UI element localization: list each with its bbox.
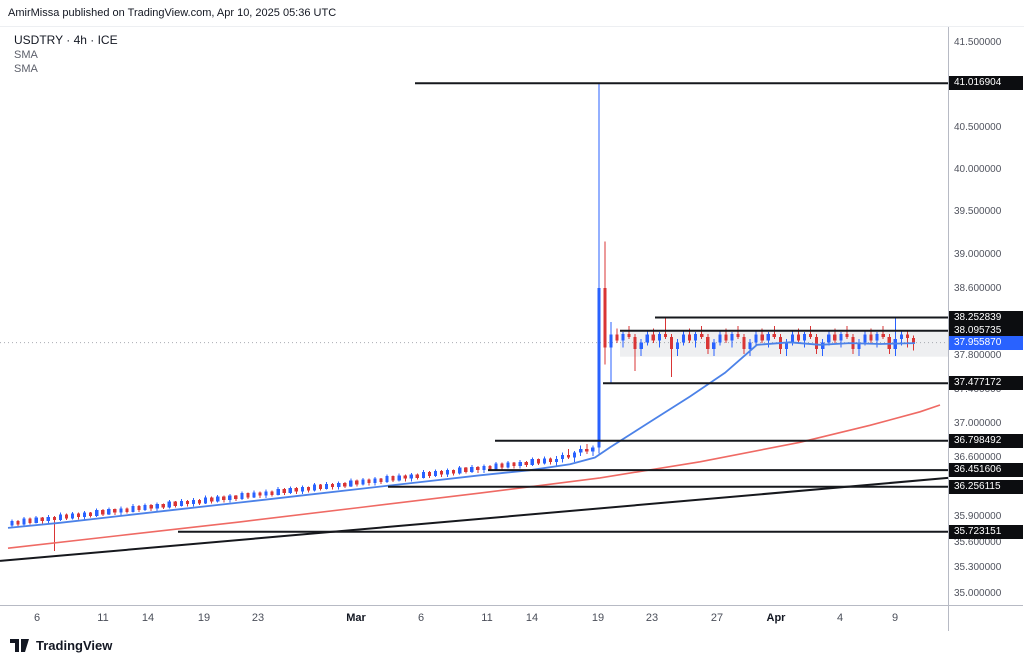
current-price-label: 37.955870: [949, 335, 1023, 350]
price-tick-label: 38.600000: [954, 282, 1002, 294]
price-axis[interactable]: 41.500000 40.500000 40.000000 39.500000 39.0…: [948, 27, 1023, 605]
time-tick-label: 27: [710, 612, 724, 624]
time-tick-label: 6: [33, 612, 41, 624]
time-month-label: Apr: [766, 612, 786, 624]
time-tick-label: 9: [891, 612, 899, 624]
price-tick-label: 36.600000: [954, 452, 1002, 463]
time-month-label: Mar: [346, 612, 366, 624]
time-tick-label: 14: [141, 612, 155, 624]
time-tick-label: 4: [836, 612, 844, 624]
level-price-label: 36.798492: [949, 433, 1023, 448]
price-tick-label: 41.500000: [954, 36, 1002, 48]
price-tick-label: 37.800000: [954, 350, 1002, 362]
chart-pane[interactable]: [0, 0, 949, 631]
time-tick-label: 19: [197, 612, 211, 624]
axis-corner: [948, 605, 1023, 631]
level-price-label: 37.477172: [949, 376, 1023, 391]
symbol-title[interactable]: USDTRY · 4h · ICE: [14, 33, 118, 47]
chart-legend: USDTRY · 4h · ICE SMA SMA: [14, 33, 118, 75]
price-tick-label: 35.300000: [954, 562, 1002, 574]
tradingview-wordmark[interactable]: TradingView: [36, 638, 113, 653]
level-price-label: 38.252839: [949, 310, 1023, 325]
price-tick-label: 39.500000: [954, 206, 1002, 218]
ascending-trendline[interactable]: [0, 476, 949, 562]
price-tick-label: 40.000000: [954, 163, 1002, 175]
footer: TradingView: [10, 638, 112, 653]
price-tick-label: 35.600000: [954, 536, 1002, 548]
tradingview-logo-icon[interactable]: [10, 638, 30, 653]
publish-info-text: AmirMissa published on TradingView.com, …: [8, 7, 337, 19]
price-tick-label: 39.000000: [954, 248, 1002, 260]
publish-info-bar: AmirMissa published on TradingView.com, …: [0, 0, 1024, 27]
price-tick-label: 35.900000: [954, 511, 1002, 523]
time-tick-label: 19: [591, 612, 605, 624]
time-tick-label: 23: [251, 612, 265, 624]
level-price-label: 36.451606: [949, 463, 1023, 478]
time-tick-label: 23: [645, 612, 659, 624]
price-tick-label: 37.000000: [954, 418, 1002, 430]
level-price-label: 38.095735: [949, 323, 1023, 338]
time-axis[interactable]: 6 11 14 19 23 Mar 6 11 14 19 23 27 Apr 4 9: [0, 605, 948, 631]
sma-fast-line[interactable]: [7, 341, 916, 529]
level-price-label: 41.016904: [949, 76, 1023, 91]
sma-slow-line[interactable]: [7, 404, 941, 549]
time-tick-label: 6: [417, 612, 425, 624]
indicator-sma-1[interactable]: SMA: [14, 49, 38, 61]
indicator-sma-2[interactable]: SMA: [14, 63, 38, 75]
time-tick-label: 11: [481, 612, 493, 624]
level-price-label: 35.723151: [949, 524, 1023, 539]
time-tick-label: 14: [525, 612, 539, 624]
time-tick-label: 11: [97, 612, 109, 624]
level-price-label: 36.256115: [949, 479, 1023, 494]
price-tick-label: 40.500000: [954, 121, 1002, 133]
price-tick-label: 35.000000: [954, 587, 1002, 599]
